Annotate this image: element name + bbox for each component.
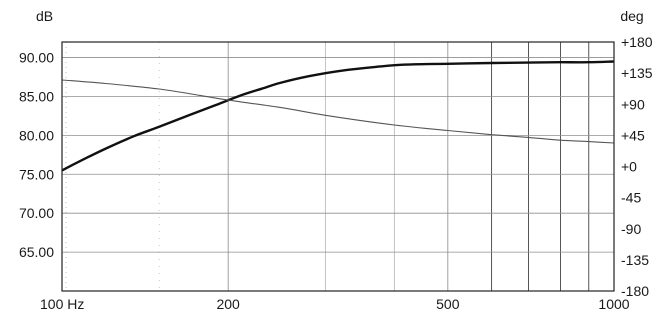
y-left-tick-label: 90.00 xyxy=(19,50,54,66)
plot-series xyxy=(61,60,615,172)
y-right-tick-label: -45 xyxy=(621,190,641,206)
right-axis-unit: deg xyxy=(620,8,643,24)
y-right-tick-label: +45 xyxy=(621,127,645,143)
magnitude-curve xyxy=(61,60,615,172)
y-right-tick-label: +0 xyxy=(621,159,637,175)
y-right-tick-label: -90 xyxy=(621,221,641,237)
y-right-tick-label: -135 xyxy=(621,252,649,268)
y-left-tick-label: 75.00 xyxy=(19,166,54,182)
y-left-tick-label: 70.00 xyxy=(19,205,54,221)
grid xyxy=(61,42,615,291)
y-left-tick-label: 65.00 xyxy=(19,244,54,260)
y-left-tick-label: 85.00 xyxy=(19,88,54,104)
y-right-tick-label: +135 xyxy=(621,65,653,81)
y-right-tick-label: +90 xyxy=(621,96,645,112)
left-axis-unit: dB xyxy=(36,8,53,24)
y-left-tick-label: 80.00 xyxy=(19,127,54,143)
tick-labels: 100 Hz 200 500 1000 90.00 85.00 80.00 75.00 70.0… xyxy=(19,34,653,312)
y-right-tick-label: +180 xyxy=(621,34,653,50)
x-tick-label: 100 Hz xyxy=(40,296,84,312)
x-tick-label: 500 xyxy=(436,296,460,312)
x-tick-label: 1000 xyxy=(598,296,629,312)
plot-frame xyxy=(61,41,615,292)
phase-curve xyxy=(61,79,615,144)
y-right-tick-label: -180 xyxy=(621,283,649,299)
x-tick-label: 200 xyxy=(216,296,240,312)
